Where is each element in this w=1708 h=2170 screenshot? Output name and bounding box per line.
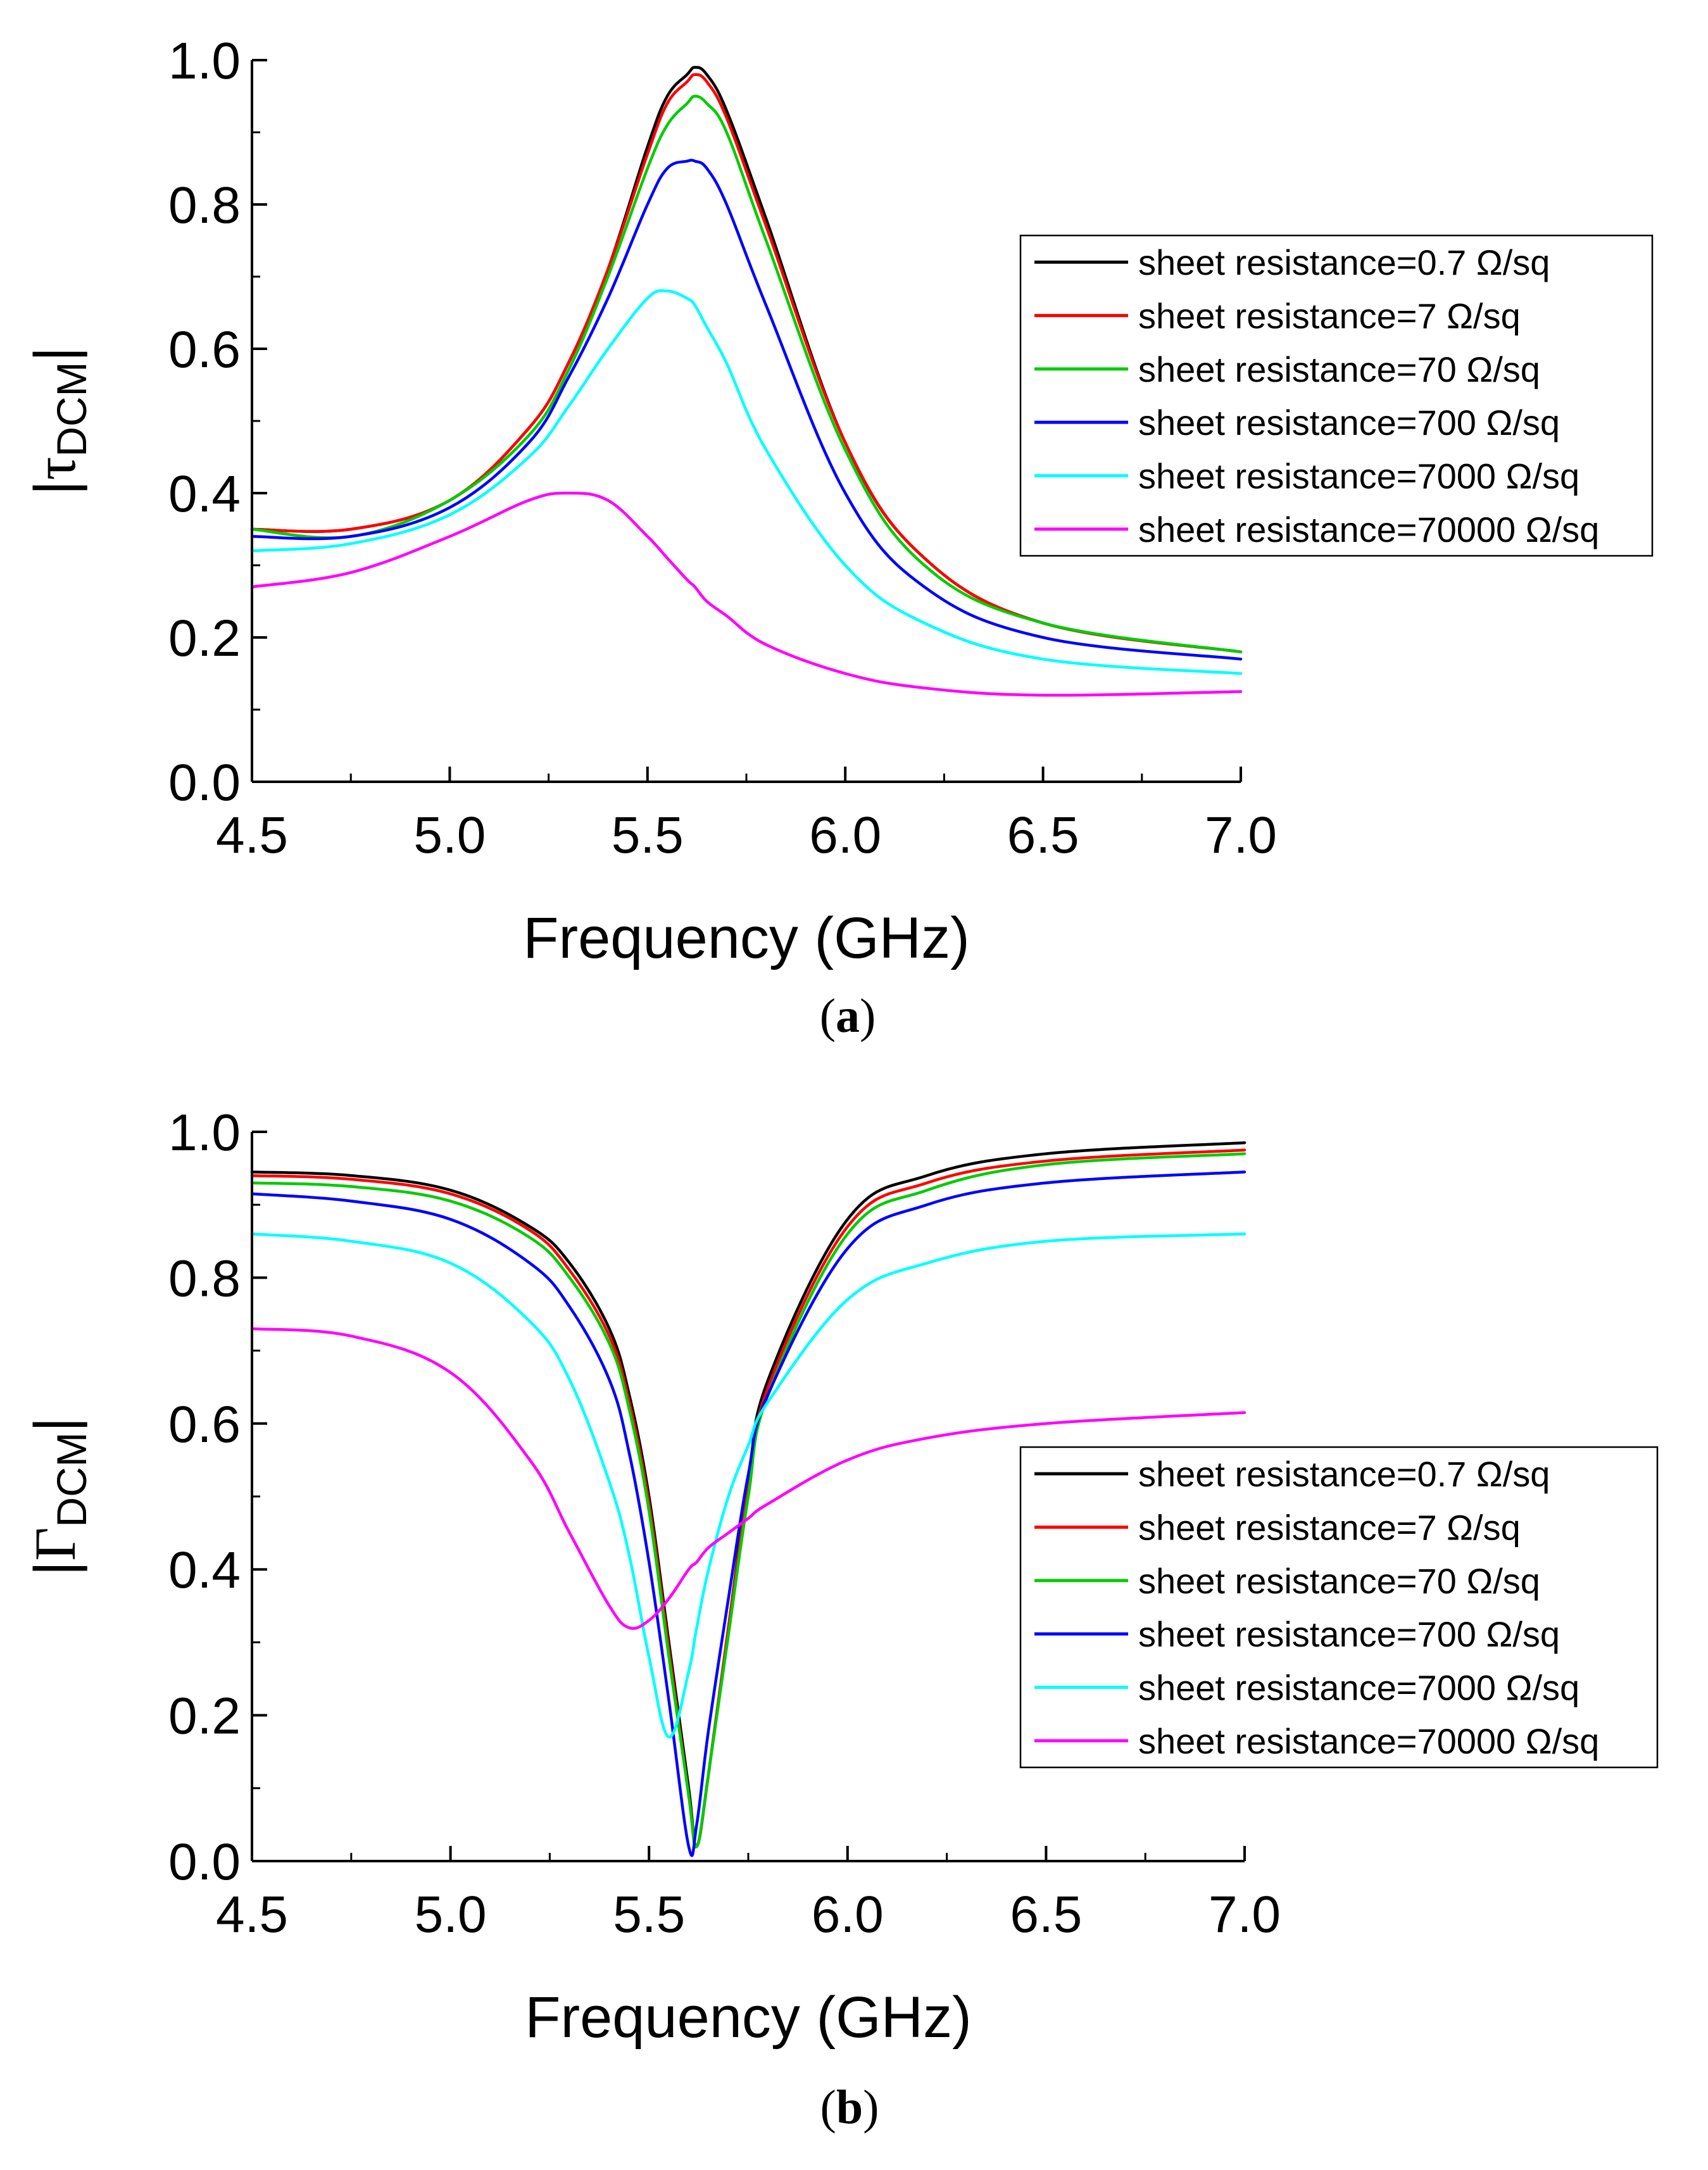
chart-panel-b: 0.0 0.2 0.4 0.6 0.8 1.0 4.5 5.0 5.5 6.0 6.5 7.0 Freq… (0, 1070, 1708, 2170)
chart-b-y-tick-label: 0.4 (168, 1541, 241, 1599)
chart-a-x-axis-title: Frequency (GHz) (523, 906, 970, 970)
chart-b-legend-label-0: sheet resistance=0.7 Ω/sq (1138, 1454, 1550, 1494)
chart-a-caption: (a) (820, 989, 876, 1043)
chart-a-series-group (250, 66, 1243, 697)
chart-b-y-tick-label: 0.2 (168, 1688, 241, 1745)
chart-b-y-tick-label: 0.8 (168, 1250, 241, 1307)
chart-a-series-line-1 (250, 73, 1243, 654)
chart-b-axes: 0.0 0.2 0.4 0.6 0.8 1.0 4.5 5.0 5.5 6.0 6.5 7.0 (168, 1104, 1281, 1943)
chart-b-legend-box (1019, 1446, 1659, 1769)
chart-a-y-axis-title: |τDCM| (23, 346, 95, 495)
chart-a-legend-label-5: sheet resistance=70000 Ω/sq (1138, 510, 1599, 549)
chart-a-x-tick-label: 4.5 (216, 806, 288, 864)
chart-a-y-tick-label: 0.2 (168, 610, 241, 667)
chart-b-x-tick-label: 6.0 (812, 1886, 884, 1943)
chart-a-axes: 0.0 0.2 0.4 0.6 0.8 1.0 4.5 5.0 5.5 6.0 6.5 7.0 (168, 32, 1277, 864)
chart-a-series-line-5 (250, 491, 1243, 697)
chart-a-y-tick-label: 0.4 (168, 465, 241, 523)
chart-b-series-group (250, 1141, 1246, 1857)
chart-b-legend-label-5: sheet resistance=70000 Ω/sq (1138, 1721, 1599, 1761)
chart-b-caption: (b) (820, 2081, 879, 2134)
chart-a-legend-label-4: sheet resistance=7000 Ω/sq (1138, 456, 1579, 496)
chart-b-y-tick-label: 1.0 (168, 1104, 241, 1162)
chart-a-series-line-3 (250, 158, 1243, 661)
chart-a-legend-box (1019, 234, 1654, 557)
chart-a-legend-label-2: sheet resistance=70 Ω/sq (1138, 349, 1540, 389)
chart-b-y-tick-label: 0.0 (168, 1833, 241, 1891)
chart-a-x-tick-label: 7.0 (1205, 806, 1277, 864)
chart-b-legend: sheet resistance=0.7 Ω/sq sheet resistanc… (1019, 1446, 1659, 1769)
chart-a-x-tick-label: 5.5 (612, 806, 684, 864)
chart-panel-a: 0.0 0.2 0.4 0.6 0.8 1.0 4.5 5.0 5.5 6.0 6.5 7.0 Freq… (0, 0, 1708, 1070)
chart-a-y-tick-label: 0.0 (168, 754, 241, 812)
chart-a-svg: 0.0 0.2 0.4 0.6 0.8 1.0 4.5 5.0 5.5 6.0 6.5 7.0 Freq… (23, 32, 1654, 1043)
chart-b-series-line-4 (250, 1232, 1246, 1739)
chart-b-y-axis-title: |ΓDCM| (23, 1417, 95, 1576)
chart-a-legend: sheet resistance=0.7 Ω/sq sheet resistanc… (1019, 234, 1654, 557)
chart-b-legend-label-3: sheet resistance=700 Ω/sq (1138, 1614, 1560, 1654)
chart-a-legend-label-0: sheet resistance=0.7 Ω/sq (1138, 242, 1550, 282)
chart-b-x-tick-label: 7.0 (1209, 1886, 1281, 1943)
chart-a-x-tick-label: 5.0 (413, 806, 486, 864)
chart-b-x-tick-label: 4.5 (216, 1886, 288, 1943)
chart-a-y-tick-label: 1.0 (168, 32, 241, 90)
chart-b-series-line-2 (250, 1152, 1246, 1848)
chart-b-series-line-5 (250, 1327, 1246, 1630)
chart-b-legend-label-2: sheet resistance=70 Ω/sq (1138, 1561, 1540, 1601)
chart-a-y-tick-label: 0.8 (168, 177, 241, 234)
chart-a-legend-label-1: sheet resistance=7 Ω/sq (1138, 296, 1521, 336)
chart-b-x-axis-title: Frequency (GHz) (525, 1985, 972, 2050)
chart-b-legend-label-1: sheet resistance=7 Ω/sq (1138, 1508, 1521, 1548)
chart-a-series-line-2 (250, 94, 1243, 654)
chart-b-x-tick-label: 5.5 (613, 1886, 685, 1943)
chart-b-x-tick-label: 6.5 (1010, 1886, 1082, 1943)
chart-a-series-line-4 (250, 289, 1243, 675)
chart-a-legend-label-3: sheet resistance=700 Ω/sq (1138, 403, 1560, 442)
chart-b-y-tick-label: 0.6 (168, 1396, 241, 1453)
chart-a-y-tick-label: 0.6 (168, 321, 241, 379)
chart-b-svg: 0.0 0.2 0.4 0.6 0.8 1.0 4.5 5.0 5.5 6.0 6.5 7.0 Freq… (23, 1104, 1659, 2134)
chart-b-series-line-3 (250, 1170, 1246, 1857)
chart-a-x-tick-label: 6.5 (1007, 806, 1079, 864)
chart-a-x-tick-label: 6.0 (809, 806, 881, 864)
chart-b-x-tick-label: 5.0 (415, 1886, 487, 1943)
chart-b-legend-label-4: sheet resistance=7000 Ω/sq (1138, 1668, 1579, 1708)
